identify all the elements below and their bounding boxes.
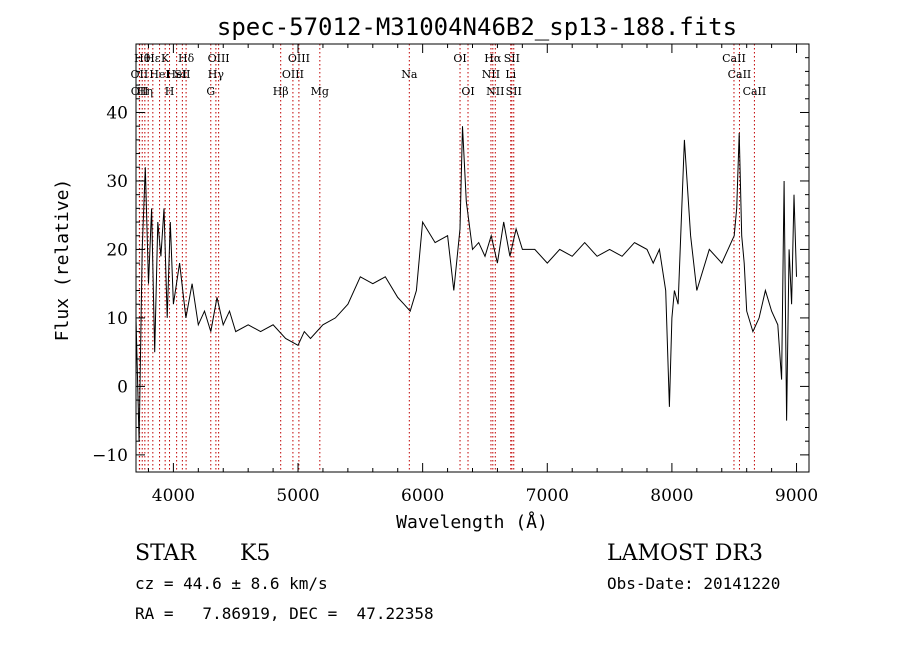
spectral-line-labels: OIIOIIHθHηHεHeIKHHeISIIHδGHγOIIIHβOIIIOI…: [131, 52, 767, 98]
spectral-line-label: OIII: [208, 52, 230, 65]
spectral-line-label: CaII: [743, 85, 767, 98]
spectral-line-label: Hα: [484, 52, 502, 65]
spectrum-line: [135, 126, 797, 442]
spectral-line-label: NII: [486, 85, 504, 98]
spectral-line-label: Hθ: [134, 52, 151, 65]
spectral-line-label: Hε: [145, 52, 161, 65]
spectral-line-label: SII: [174, 68, 190, 81]
spectral-line-label: Mg: [311, 85, 329, 98]
x-tick-label: 9000: [775, 486, 818, 506]
x-axis: 4000 5000 6000 7000 8000 9000: [147, 44, 818, 506]
x-tick-label: 6000: [401, 486, 444, 506]
spectral-line-label: OII: [131, 68, 149, 81]
x-tick-label: 4000: [152, 486, 195, 506]
y-tick-label: 10: [106, 309, 128, 329]
spectral-line-label: Hη: [137, 85, 153, 98]
spectral-line-label: SII: [506, 85, 522, 98]
observation-date: Obs-Date: 20141220: [607, 574, 780, 593]
spectral-line-label: G: [206, 85, 215, 98]
y-axis: −10 0 10 20 30 40: [92, 57, 809, 466]
x-tick-label: 8000: [650, 486, 693, 506]
spectral-line-label: HeI: [166, 68, 186, 81]
spectral-line-label: Hβ: [273, 85, 289, 98]
y-tick-label: −10: [92, 446, 128, 466]
y-tick-label: 30: [106, 172, 128, 192]
spectral-line-label: OI: [453, 52, 466, 65]
spectral-line-label: Hδ: [178, 52, 195, 65]
plot-frame: [135, 43, 810, 473]
spectral-line-label: OIII: [282, 68, 304, 81]
y-tick-label: 20: [106, 240, 128, 260]
object-class: STAR: [135, 541, 197, 566]
spectral-line-label: HeI: [149, 68, 169, 81]
y-tick-label: 0: [117, 377, 128, 397]
x-axis-label: Wavelength (Å): [396, 511, 548, 533]
spectral-line-label: NII: [482, 68, 500, 81]
redshift-cz: cz = 44.6 ± 8.6 km/s: [135, 574, 328, 593]
chart-title: spec-57012-M31004N46B2_sp13-188.fits: [217, 13, 737, 41]
spectral-line-markers: [138, 44, 755, 472]
x-tick-label: 5000: [276, 486, 319, 506]
spectral-line-label: H: [165, 85, 175, 98]
y-tick-label: 40: [106, 103, 128, 123]
spectral-line-label: SII: [504, 52, 520, 65]
spectral-line-label: OII: [131, 85, 149, 98]
spectral-line-label: CaII: [728, 68, 752, 81]
object-subclass: K5: [240, 541, 270, 566]
spectral-line-label: Li: [505, 68, 516, 81]
spectral-line-label: Hγ: [208, 68, 225, 81]
spectral-line-label: OIII: [288, 52, 310, 65]
ra-dec: RA = 7.86919, DEC = 47.22358: [135, 604, 434, 623]
spectral-line-label: OI: [461, 85, 474, 98]
y-axis-label: Flux (relative): [52, 179, 73, 342]
spectral-line-label: CaII: [722, 52, 746, 65]
survey-name: LAMOST DR3: [607, 541, 763, 566]
spectral-line-label: K: [161, 52, 170, 65]
x-tick-label: 7000: [526, 486, 569, 506]
spectral-line-label: Na: [401, 68, 418, 81]
